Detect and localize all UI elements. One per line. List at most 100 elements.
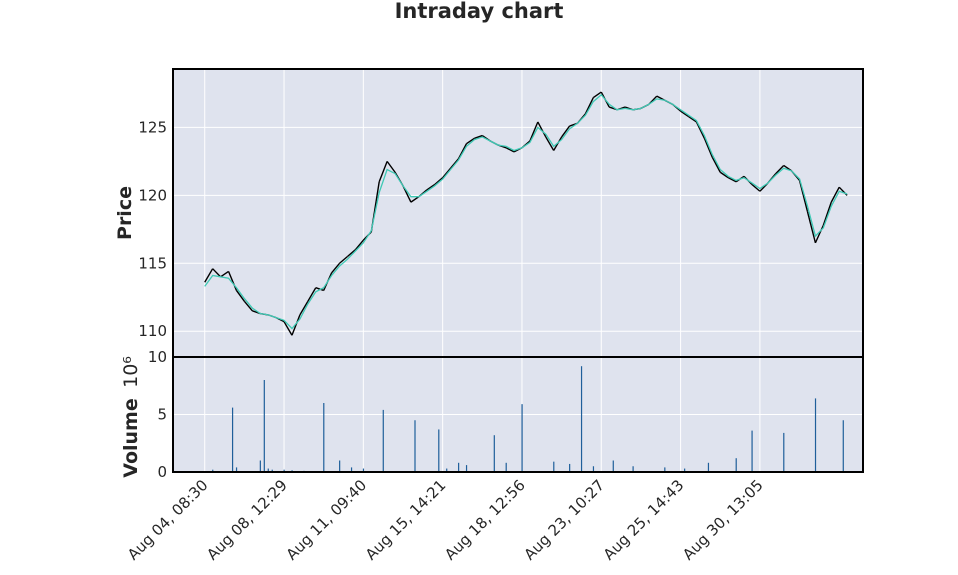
volume-bar	[612, 460, 614, 472]
price-segment	[339, 255, 348, 264]
price-segment	[695, 121, 706, 139]
price-segment	[830, 186, 840, 203]
price-segment	[680, 110, 689, 118]
price-segment	[775, 164, 785, 175]
volume-bar	[842, 420, 844, 472]
chart-title: Intraday chart	[395, 0, 564, 23]
price-segment	[751, 183, 761, 192]
price-segment	[347, 249, 356, 258]
price-segment	[529, 121, 539, 142]
price-segment	[806, 211, 817, 244]
price-candles	[204, 91, 848, 336]
price-segment	[291, 314, 301, 336]
price-segment	[434, 177, 444, 186]
x-tick-label: Aug 30, 13:05	[679, 476, 767, 564]
price-segment	[814, 224, 824, 244]
price-segment	[584, 97, 594, 115]
volume-bar	[580, 366, 583, 472]
volume-scale-label: 10⁶	[120, 356, 142, 388]
price-segment	[719, 171, 729, 179]
price-segment	[703, 138, 713, 158]
price-segment	[299, 300, 309, 316]
volume-axis-label: Volume	[120, 398, 142, 477]
volume-bar	[505, 462, 507, 472]
volume-bar	[569, 463, 571, 472]
price-segment	[505, 147, 515, 153]
volume-bar	[735, 458, 737, 472]
price-segment	[378, 161, 388, 183]
price-segment	[212, 268, 222, 278]
y-tick-labels: 110 115 120 125 0 5 10	[138, 118, 167, 481]
price-segment	[243, 300, 253, 312]
volume-bar	[664, 467, 666, 472]
price-segment	[457, 143, 468, 159]
volume-bar	[382, 409, 384, 472]
price-segment	[561, 125, 571, 138]
volume-bar	[553, 461, 555, 472]
volume-bar	[259, 460, 261, 472]
volume-tick-label: 5	[157, 406, 167, 424]
volume-bar	[235, 467, 238, 472]
volume-bars	[212, 366, 844, 472]
x-tick-label: Aug 15, 14:21	[362, 476, 450, 564]
price-segment	[307, 287, 317, 302]
moving-average-path	[204, 93, 848, 330]
price-segment	[711, 156, 721, 173]
volume-bar	[263, 380, 265, 472]
price-segment	[410, 196, 420, 203]
price-segment	[592, 91, 602, 99]
volume-bar	[814, 398, 817, 472]
x-tick-label: Aug 25, 14:43	[600, 476, 688, 564]
price-tick-label: 120	[138, 186, 167, 204]
price-segment	[331, 262, 341, 274]
price-segment	[426, 183, 436, 191]
volume-bar	[323, 403, 325, 472]
price-segment	[204, 268, 214, 283]
volume-bar	[751, 430, 753, 472]
volume-bar	[783, 432, 785, 472]
volume-tick-label: 0	[157, 463, 167, 481]
price-segment	[537, 121, 547, 138]
volume-bar	[458, 462, 460, 472]
volume-bar	[521, 404, 523, 472]
price-tick-label: 125	[138, 118, 167, 136]
volume-bar	[493, 435, 495, 472]
price-tick-label: 110	[138, 322, 167, 340]
volume-bar	[465, 465, 468, 472]
x-tick-label: Aug 23, 10:27	[520, 476, 608, 564]
x-tick-label: Aug 08, 12:29	[203, 476, 291, 564]
volume-bar	[231, 407, 234, 472]
volume-bar	[350, 467, 353, 472]
price-segment	[466, 137, 475, 145]
volume-bar	[414, 420, 416, 472]
volume-bar	[632, 466, 634, 472]
price-tick-label: 115	[138, 254, 167, 272]
x-tick-label: Aug 11, 09:40	[283, 476, 371, 564]
volume-bar	[592, 466, 595, 472]
price-segment	[727, 177, 737, 183]
price-axis-label: Price	[114, 186, 136, 240]
price-segment	[442, 167, 452, 179]
price-segment	[235, 290, 245, 302]
x-tick-label: Aug 18, 12:56	[441, 476, 529, 564]
volume-bar	[283, 469, 285, 472]
volume-bar	[212, 469, 214, 472]
volume-bar	[438, 429, 440, 472]
price-segment	[220, 270, 229, 278]
volume-bar	[707, 462, 710, 472]
price-segment	[354, 239, 364, 251]
price-segment	[822, 201, 832, 226]
volume-bar	[446, 468, 448, 472]
price-panel-background	[173, 69, 863, 357]
volume-panel-frame	[172, 356, 864, 473]
volume-bar	[684, 468, 686, 472]
volume-bar	[339, 460, 341, 472]
price-segment	[545, 136, 555, 151]
price-segment	[227, 271, 238, 291]
price-segment	[386, 160, 396, 173]
volume-bar	[362, 468, 365, 472]
volume-tick-label: 10	[148, 348, 167, 366]
price-segment	[283, 321, 293, 336]
moving-average-line	[204, 93, 848, 330]
price-segment	[450, 158, 460, 169]
